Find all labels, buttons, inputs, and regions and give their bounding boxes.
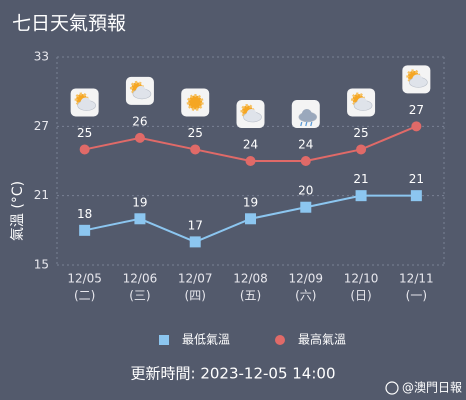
value-label: 24 xyxy=(243,138,258,152)
point xyxy=(300,156,311,166)
icon-cloud xyxy=(357,97,368,108)
icon-rain xyxy=(305,121,308,127)
legend-marker xyxy=(275,335,285,345)
point xyxy=(355,190,367,202)
value-label: 25 xyxy=(188,126,203,140)
value-label: 19 xyxy=(132,195,147,209)
weather-icon xyxy=(236,100,265,128)
x-tick-sublabel: (日) xyxy=(350,289,371,303)
y-axis-label: 氣溫 (°C) xyxy=(10,181,26,241)
point xyxy=(79,144,90,155)
x-tick-sublabel: (二) xyxy=(74,289,95,303)
icon-cloud xyxy=(246,109,257,119)
icon-sun xyxy=(186,93,204,111)
x-tick-label: 12/05 xyxy=(67,272,102,286)
x-tick-sublabel: (一) xyxy=(406,289,427,303)
point xyxy=(79,224,91,236)
point xyxy=(189,236,201,248)
point xyxy=(410,190,422,202)
x-tick-label: 12/10 xyxy=(344,272,379,286)
point xyxy=(300,201,312,213)
x-tick-label: 12/11 xyxy=(399,272,434,286)
icon-cloud xyxy=(301,109,312,119)
value-label: 24 xyxy=(298,138,313,152)
icon-rain xyxy=(310,121,313,127)
point xyxy=(411,121,422,132)
value-label: 27 xyxy=(409,103,424,117)
x-tick-label: 12/06 xyxy=(123,272,158,286)
watermark: @澳門日報 xyxy=(402,381,462,395)
weather-icon xyxy=(181,88,210,117)
x-tick-label: 12/07 xyxy=(178,272,213,286)
point xyxy=(134,132,145,143)
value-label: 17 xyxy=(188,218,203,232)
x-tick-sublabel: (四) xyxy=(185,289,206,303)
weather-icon xyxy=(347,88,376,117)
y-tick-label: 33 xyxy=(34,50,49,64)
value-label: 19 xyxy=(243,195,258,209)
x-tick-sublabel: (三) xyxy=(129,289,150,303)
point xyxy=(245,156,256,166)
weather-icon xyxy=(125,76,154,105)
legend-label: 最低氣溫 xyxy=(182,333,230,347)
icon-cloud xyxy=(135,85,146,96)
weather-icon xyxy=(291,100,320,128)
weather-icon xyxy=(70,88,99,117)
x-tick-sublabel: (六) xyxy=(295,289,316,303)
watermark-icon xyxy=(385,381,399,395)
value-label: 21 xyxy=(353,172,368,186)
icon-rain xyxy=(300,121,303,127)
value-label: 25 xyxy=(353,126,368,140)
value-label: 26 xyxy=(132,114,147,128)
legend-label: 最高氣溫 xyxy=(298,332,346,347)
value-label: 18 xyxy=(77,207,92,221)
value-label: 20 xyxy=(298,184,313,198)
icon-cloud xyxy=(80,97,91,108)
point xyxy=(134,213,146,225)
point xyxy=(356,144,367,155)
point xyxy=(190,144,201,155)
y-tick-label: 15 xyxy=(34,258,49,272)
legend-marker xyxy=(159,335,169,345)
icon-cloud xyxy=(412,74,423,85)
footer: 更新時間: 2023-12-05 14:00 xyxy=(131,365,336,383)
x-tick-label: 12/09 xyxy=(288,272,323,286)
y-tick-label: 27 xyxy=(34,119,49,133)
x-tick-label: 12/08 xyxy=(233,272,268,286)
chart-title: 七日天氣預報 xyxy=(12,13,126,35)
value-label: 21 xyxy=(409,172,424,186)
point xyxy=(245,213,256,225)
x-tick-sublabel: (五) xyxy=(240,289,261,303)
value-label: 25 xyxy=(77,126,92,140)
weather-icon xyxy=(402,65,431,94)
y-tick-label: 21 xyxy=(34,188,49,202)
